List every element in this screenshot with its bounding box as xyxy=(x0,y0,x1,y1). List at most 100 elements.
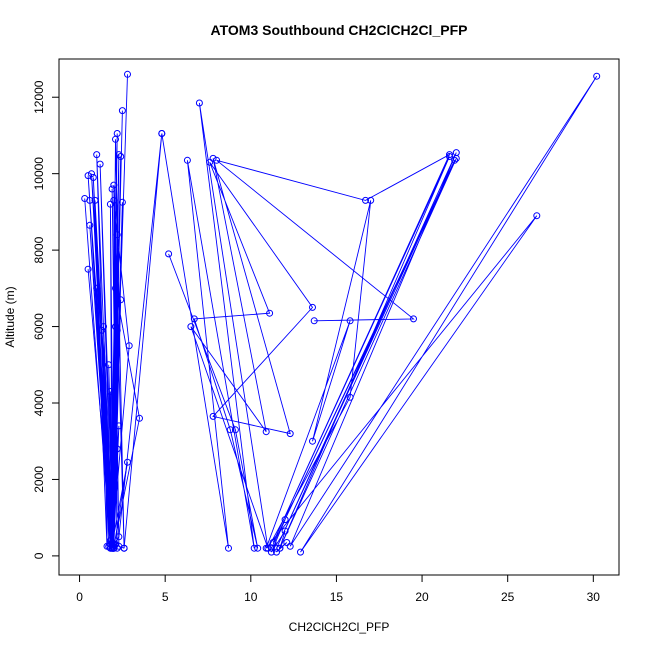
data-point xyxy=(206,158,214,166)
data-point xyxy=(98,326,106,334)
data-point xyxy=(136,414,143,422)
data-point xyxy=(117,153,125,160)
data-point xyxy=(250,544,258,552)
data-point xyxy=(187,323,195,331)
data-point xyxy=(110,542,118,550)
y-tick-label: 4000 xyxy=(32,389,46,416)
data-point xyxy=(165,250,173,258)
x-axis: 0 5 10 15 20 25 30 xyxy=(76,574,601,604)
data-point xyxy=(231,426,239,434)
y-tick-label: 0 xyxy=(32,552,46,559)
y-tick-label: 6000 xyxy=(32,313,46,340)
data-point xyxy=(124,70,131,78)
data-point xyxy=(226,426,234,434)
data-point xyxy=(446,151,453,159)
data-point xyxy=(346,317,354,325)
data-point xyxy=(106,388,114,395)
data-point xyxy=(281,527,289,535)
data-point xyxy=(446,153,453,160)
data-point xyxy=(410,315,417,323)
data-point xyxy=(117,296,125,304)
data-point xyxy=(283,539,291,546)
y-tick-label: 10000 xyxy=(32,157,46,191)
x-tick-label: 25 xyxy=(501,590,515,604)
data-point xyxy=(93,284,101,292)
data-point xyxy=(209,412,217,420)
data-point xyxy=(125,342,133,350)
data-point xyxy=(281,516,289,524)
data-point xyxy=(297,548,304,556)
data-point xyxy=(96,160,104,168)
data-point xyxy=(110,540,118,548)
y-axis-label: Altitude (m) xyxy=(3,286,17,347)
x-tick-label: 30 xyxy=(587,590,601,604)
data-point xyxy=(362,196,369,204)
data-point xyxy=(105,361,113,369)
y-tick-label: 2000 xyxy=(32,466,46,493)
data-point xyxy=(120,544,128,552)
plot-area xyxy=(81,70,601,556)
data-point xyxy=(533,212,541,220)
x-tick-label: 20 xyxy=(415,590,429,604)
data-point xyxy=(112,284,119,292)
data-point xyxy=(593,72,601,80)
data-point xyxy=(346,393,354,401)
data-point xyxy=(110,181,118,189)
series-line xyxy=(216,75,598,553)
x-tick-label: 15 xyxy=(330,590,344,604)
data-point xyxy=(225,544,232,552)
data-point xyxy=(84,172,92,180)
data-point xyxy=(106,200,114,208)
x-tick-label: 10 xyxy=(244,590,258,604)
data-point xyxy=(118,198,126,206)
data-point xyxy=(309,437,316,445)
series-line xyxy=(161,102,314,549)
data-point xyxy=(93,151,101,159)
data-point xyxy=(309,303,316,311)
data-point xyxy=(310,317,318,325)
data-point xyxy=(266,309,274,317)
data-point xyxy=(113,231,121,239)
data-point xyxy=(264,544,272,552)
data-point xyxy=(115,422,123,430)
data-point xyxy=(115,151,123,159)
data-point xyxy=(213,156,221,164)
data-point xyxy=(86,221,94,229)
data-point xyxy=(452,149,460,157)
y-tick-label: 8000 xyxy=(32,236,46,263)
y-axis: 0 2000 4000 6000 8000 10000 12000 xyxy=(32,80,60,559)
x-tick-label: 5 xyxy=(162,590,169,604)
data-point xyxy=(195,99,203,107)
data-point xyxy=(112,323,119,331)
data-point xyxy=(112,135,119,143)
data-point xyxy=(88,170,95,178)
data-point xyxy=(254,544,262,552)
data-point xyxy=(276,544,284,552)
data-point xyxy=(115,533,123,541)
data-point xyxy=(118,107,126,115)
data-point xyxy=(86,196,94,204)
data-point xyxy=(108,185,116,193)
data-point xyxy=(91,196,99,204)
data-point xyxy=(451,156,459,164)
y-tick-label: 12000 xyxy=(32,80,46,114)
data-point xyxy=(183,156,191,164)
data-point xyxy=(267,548,275,556)
x-axis-label: CH2ClCH2Cl_PFP xyxy=(289,620,390,634)
data-point xyxy=(113,326,121,334)
chart-title: ATOM3 Southbound CH2ClCH2Cl_PFP xyxy=(211,22,468,38)
data-point xyxy=(190,315,198,323)
series-line xyxy=(113,133,163,549)
series-line xyxy=(270,519,288,553)
data-point xyxy=(158,130,166,137)
data-point xyxy=(367,196,375,204)
series-line xyxy=(87,225,115,549)
data-point xyxy=(100,323,107,331)
x-tick-label: 0 xyxy=(76,590,83,604)
data-point xyxy=(286,430,294,438)
data-point xyxy=(84,265,92,273)
data-point xyxy=(113,445,121,453)
data-point xyxy=(108,544,116,552)
data-point xyxy=(273,548,280,556)
